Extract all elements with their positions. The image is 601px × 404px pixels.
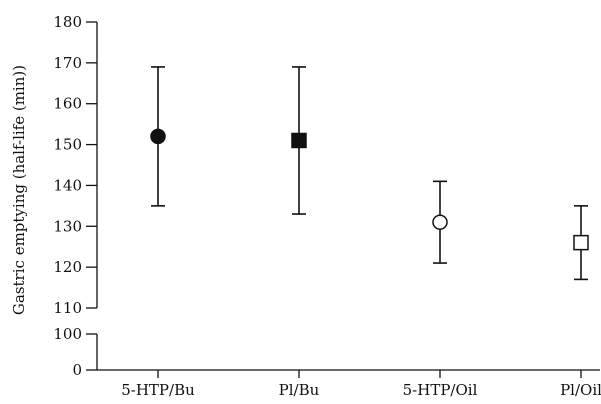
y-tick-label: 0 (72, 361, 82, 379)
y-tick-label: 160 (53, 95, 82, 113)
y-tick-label: 150 (53, 136, 82, 154)
data-marks (150, 66, 589, 281)
mean-marker (432, 214, 448, 230)
mean-marker (150, 128, 166, 145)
y-axis-label: Gastric emptying (half-life (min)) (10, 65, 28, 315)
axes (96, 22, 600, 371)
y-tick-label: 120 (53, 258, 82, 276)
data-point-5-htp-oil (432, 180, 448, 264)
x-tick-label: 5-HTP/Bu (121, 381, 195, 399)
y-tick-label: 110 (53, 299, 82, 317)
y-tick-label: 170 (53, 54, 82, 72)
mean-marker (291, 132, 307, 149)
data-point-pl-oil (573, 205, 589, 281)
y-tick-label: 180 (53, 13, 82, 31)
x-tick-label: Pl/Bu (279, 381, 320, 399)
y-tick-label: 140 (53, 176, 82, 194)
data-point-pl-bu (291, 66, 307, 215)
data-point-5-htp-bu (150, 66, 166, 207)
x-tick-label: 5-HTP/Oil (403, 381, 478, 399)
x-tick-label: Pl/Oil (560, 381, 601, 399)
y-tick-label: 130 (53, 217, 82, 235)
y-tick-label: 100 (53, 325, 82, 343)
y-ticks: 110 120 130 140 150 160 170 180 0 100 (53, 13, 97, 379)
x-ticks: 5-HTP/Bu Pl/Bu 5-HTP/Oil Pl/Oil (121, 370, 601, 399)
mean-marker (573, 234, 589, 251)
